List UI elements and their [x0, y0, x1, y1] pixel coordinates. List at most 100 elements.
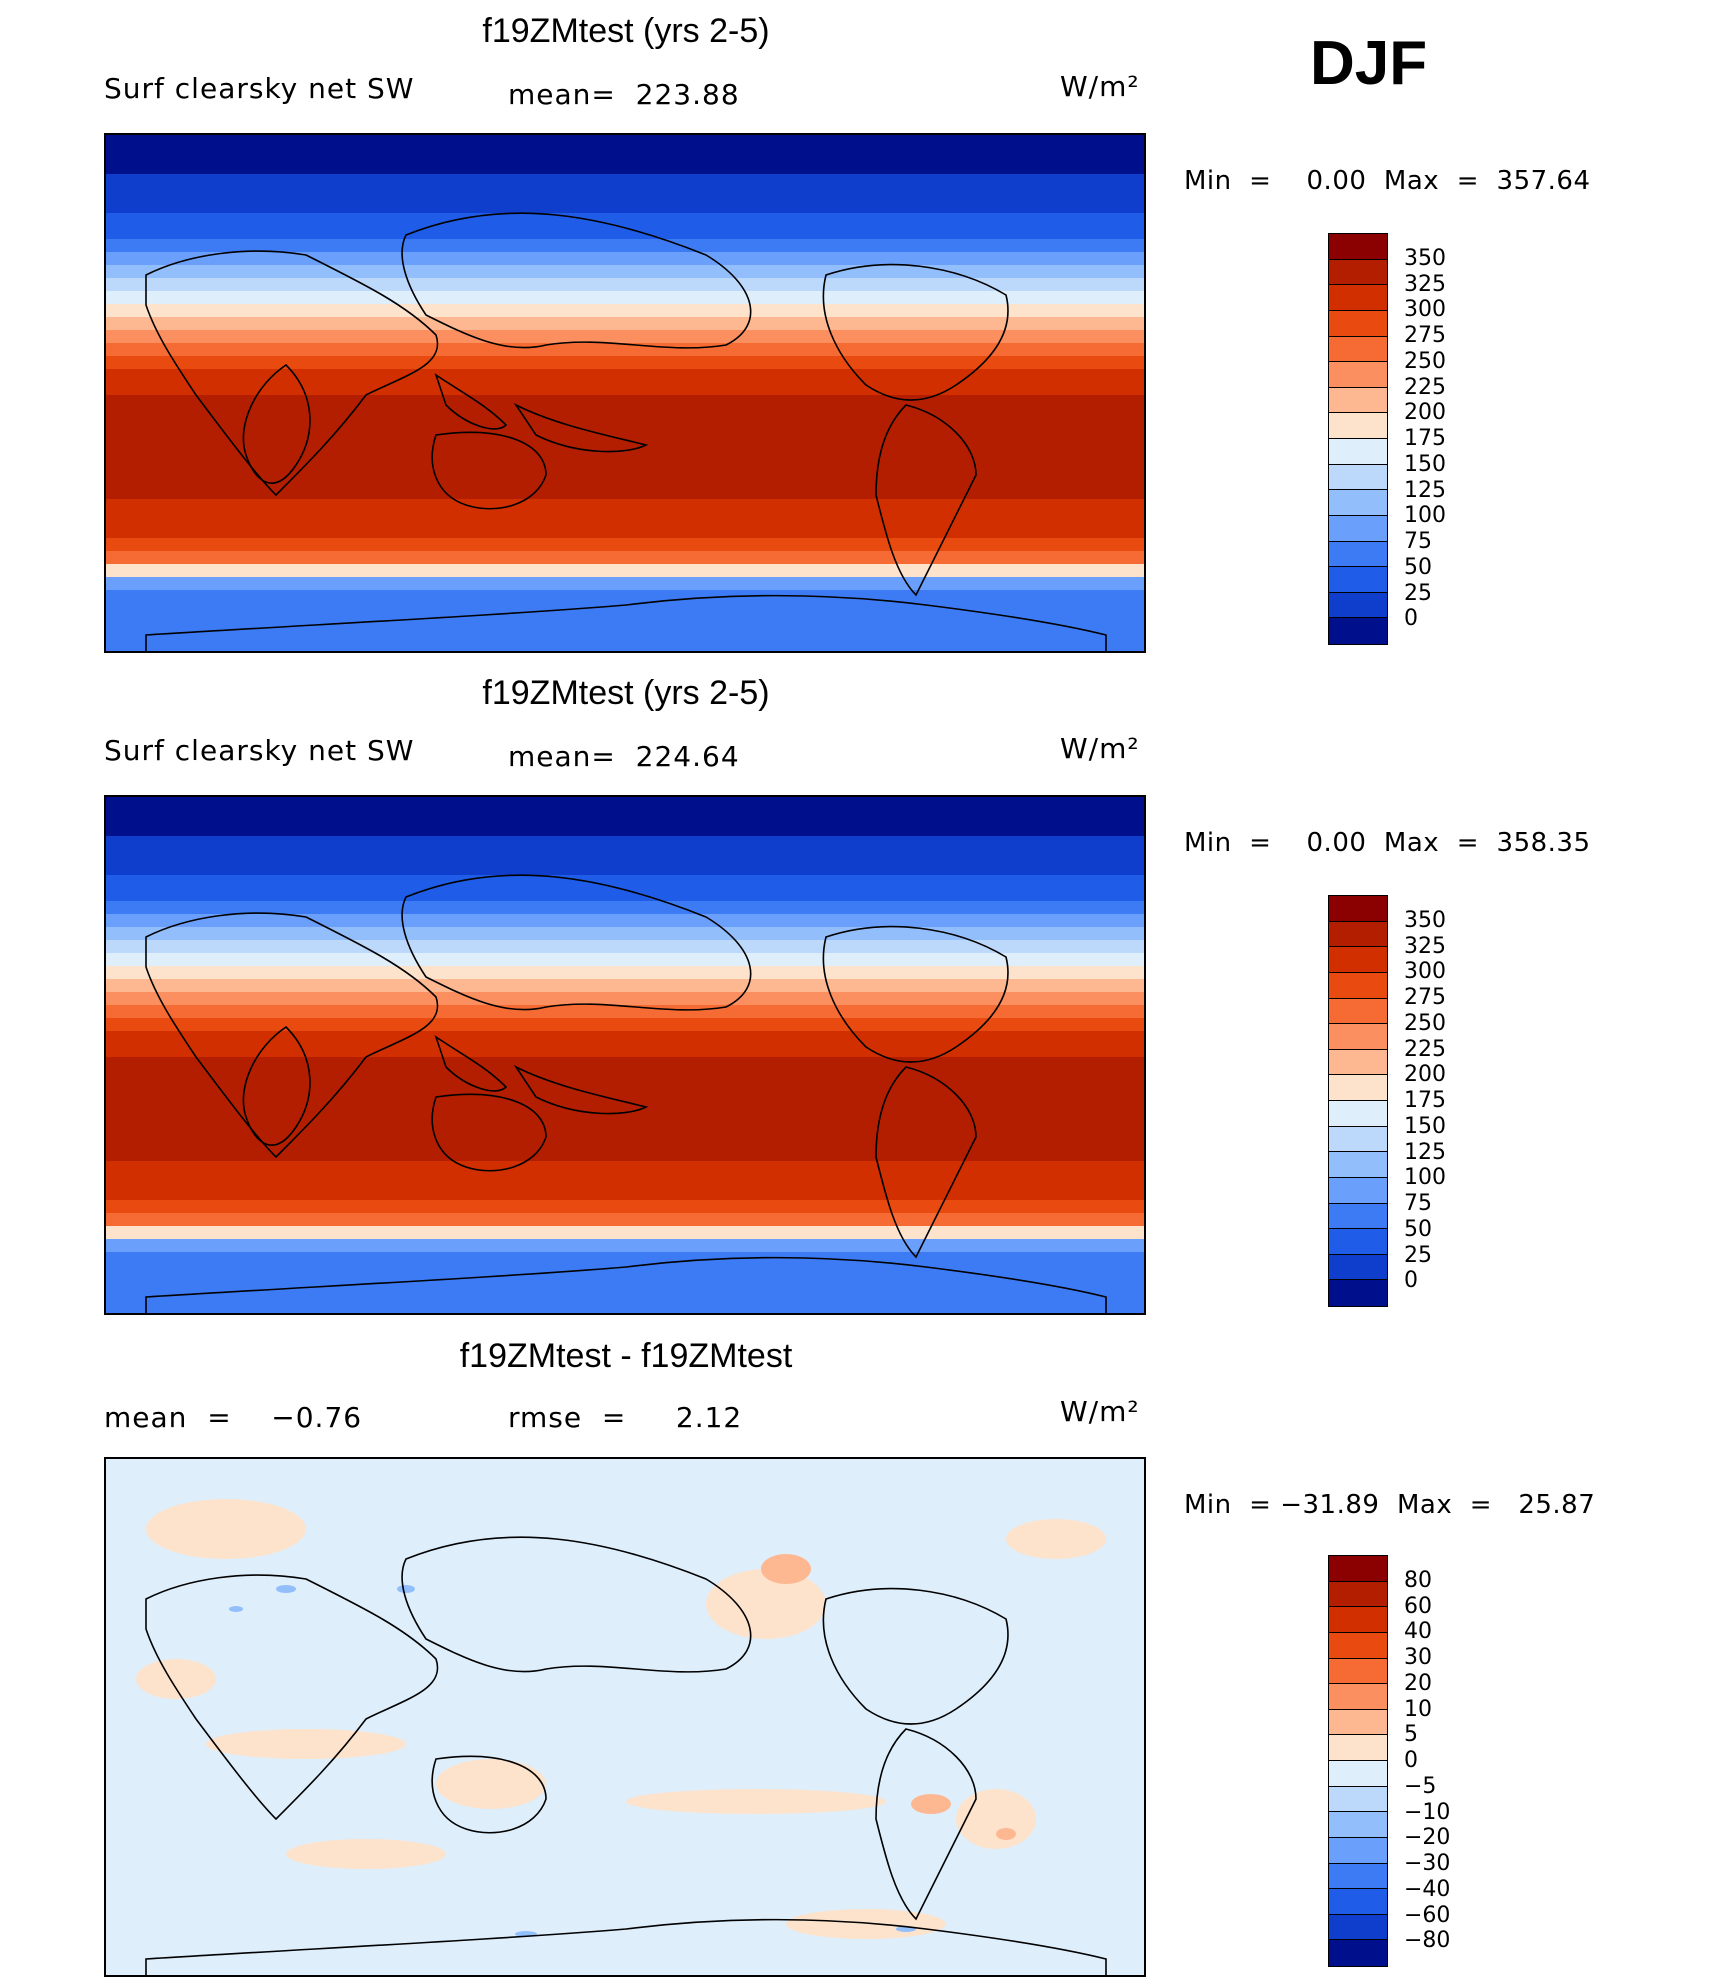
colorbar-swatch [1329, 1152, 1387, 1178]
min-max-label: Min = 0.00 Max = 358.35 [1184, 828, 1591, 858]
colorbar-swatch [1329, 515, 1387, 542]
colorbar-swatch [1329, 1709, 1387, 1736]
colorbar-swatch [1329, 1581, 1387, 1608]
colorbar-swatch [1329, 1632, 1387, 1659]
colorbar-swatch [1329, 947, 1387, 973]
colorbar-tick-label: 75 [1404, 1191, 1432, 1216]
colorbar-tick-label: −5 [1404, 1773, 1437, 1799]
panel-title: f19ZMtest (yrs 2-5) [482, 12, 770, 50]
colorbar-swatch [1329, 1075, 1387, 1101]
colorbar-swatch [1329, 1280, 1387, 1306]
colorbar-swatch [1329, 464, 1387, 491]
colorbar-swatch [1329, 1786, 1387, 1813]
colorbar-swatch [1329, 259, 1387, 286]
colorbar-swatch [1329, 1812, 1387, 1838]
colorbar-tick-label: 80 [1404, 1567, 1432, 1593]
colorbar-tick-label: 350 [1404, 907, 1446, 933]
colorbar-tick-label: 175 [1404, 426, 1446, 451]
global-map [104, 1457, 1146, 1977]
colorbar-tick-label: −10 [1404, 1799, 1451, 1825]
colorbar-swatch [1329, 541, 1387, 568]
colorbar-tick-label: 0 [1404, 1268, 1418, 1294]
map-field [106, 797, 1144, 1313]
colorbar-swatch [1329, 336, 1387, 363]
colorbar [1328, 1555, 1388, 1967]
colorbar-tick-label: 225 [1404, 374, 1446, 400]
colorbar-swatch [1329, 310, 1387, 337]
colorbar-tick-label: 0 [1404, 606, 1418, 632]
colorbar-swatch [1329, 362, 1387, 388]
colorbar-tick-label: 75 [1404, 529, 1432, 554]
colorbar-tick-label: 150 [1404, 451, 1446, 477]
colorbar-swatch [1329, 413, 1387, 439]
colorbar-swatch [1329, 1684, 1387, 1710]
colorbar-swatch [1329, 285, 1387, 311]
panel-title: f19ZMtest (yrs 2-5) [482, 674, 770, 712]
colorbar-swatch [1329, 618, 1387, 644]
colorbar-swatch [1329, 1914, 1387, 1941]
colorbar-swatch [1329, 1889, 1387, 1915]
units-label: W/m² [1060, 732, 1140, 765]
colorbar-tick-label: −30 [1404, 1851, 1451, 1876]
colorbar-tick-label: 300 [1404, 297, 1446, 323]
colorbar-tick-label: 125 [1404, 477, 1446, 503]
units-label: W/m² [1060, 1395, 1140, 1428]
colorbar-tick-label: 325 [1404, 933, 1446, 959]
colorbar-tick-label: 50 [1404, 554, 1432, 580]
colorbar-tick-label: 200 [1404, 1062, 1446, 1088]
panel-title: f19ZMtest - f19ZMtest [459, 1337, 793, 1375]
colorbar-tick-label: 325 [1404, 271, 1446, 297]
rmse-label: rmse = 2.12 [508, 1401, 743, 1434]
colorbar-swatch [1329, 592, 1387, 619]
colorbar-swatch [1329, 1556, 1387, 1582]
variable-label: Surf clearsky net SW [104, 734, 415, 767]
colorbar-swatch [1329, 1024, 1387, 1050]
colorbar-swatch [1329, 1658, 1387, 1685]
colorbar-tick-label: −20 [1404, 1825, 1451, 1851]
colorbar-tick-label: 275 [1404, 985, 1446, 1010]
colorbar-tick-label: −60 [1404, 1902, 1451, 1928]
colorbar-swatch [1329, 998, 1387, 1025]
colorbar [1328, 895, 1388, 1307]
colorbar-tick-label: 250 [1404, 1010, 1446, 1036]
min-max-label: Min = 0.00 Max = 357.64 [1184, 166, 1591, 196]
colorbar-swatch [1329, 896, 1387, 922]
colorbar-tick-label: 20 [1404, 1670, 1432, 1696]
colorbar-labels: 350 325 300 275 250 225 200 175 150 125 100 75 50 25 0 [1400, 895, 1520, 1307]
colorbar-swatch [1329, 1863, 1387, 1890]
colorbar-tick-label: 50 [1404, 1216, 1432, 1242]
colorbar-swatch [1329, 972, 1387, 999]
colorbar-swatch [1329, 1940, 1387, 1966]
colorbar-swatch [1329, 1761, 1387, 1787]
colorbar-tick-label: 200 [1404, 400, 1446, 426]
colorbar-swatch [1329, 439, 1387, 465]
colorbar-tick-label: 125 [1404, 1139, 1446, 1165]
colorbar-tick-label: 100 [1404, 503, 1446, 529]
global-map [104, 795, 1146, 1315]
colorbar-swatch [1329, 1229, 1387, 1255]
colorbar-swatch [1329, 490, 1387, 516]
colorbar-tick-label: 350 [1404, 245, 1446, 271]
colorbar-tick-label: 30 [1404, 1645, 1432, 1670]
colorbar-swatch [1329, 1254, 1387, 1281]
colorbar-tick-label: 60 [1404, 1593, 1432, 1619]
colorbar-tick-label: 225 [1404, 1036, 1446, 1062]
colorbar-swatch [1329, 921, 1387, 948]
global-map [104, 133, 1146, 653]
map-field [106, 1459, 1144, 1975]
map-field [106, 135, 1144, 651]
colorbar-labels: 80 60 40 30 20 10 5 0 −5 −10 −20 −30 −40 −60 −80 [1400, 1555, 1520, 1967]
colorbar-tick-label: 100 [1404, 1165, 1446, 1191]
colorbar-tick-label: 0 [1404, 1748, 1418, 1773]
colorbar-swatch [1329, 1101, 1387, 1127]
colorbar-tick-label: 25 [1404, 1242, 1432, 1268]
colorbar-swatch [1329, 1735, 1387, 1761]
colorbar-swatch [1329, 567, 1387, 593]
colorbar-tick-label: −80 [1404, 1928, 1451, 1954]
colorbar-swatch [1329, 1203, 1387, 1230]
colorbar-tick-label: −40 [1404, 1876, 1451, 1902]
colorbar-swatch [1329, 1607, 1387, 1633]
colorbar-swatch [1329, 234, 1387, 260]
colorbar-tick-label: 5 [1404, 1722, 1418, 1748]
min-max-label: Min = −31.89 Max = 25.87 [1184, 1490, 1596, 1520]
